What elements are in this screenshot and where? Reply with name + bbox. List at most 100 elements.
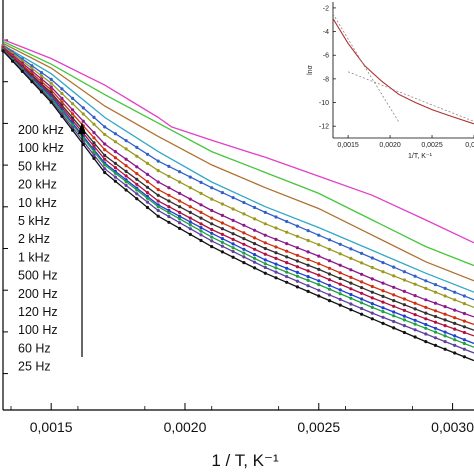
data-point [103, 142, 107, 146]
data-point [167, 193, 171, 197]
data-point [370, 317, 374, 321]
data-point [103, 132, 107, 137]
data-point [20, 69, 24, 73]
data-point [349, 287, 353, 291]
data-point [433, 309, 438, 313]
data-point [462, 319, 466, 323]
data-point [156, 214, 160, 218]
data-point [113, 179, 117, 183]
data-point [453, 351, 457, 355]
data-point [124, 147, 128, 151]
data-point [178, 170, 182, 174]
data-point [413, 335, 417, 339]
data-point [178, 180, 182, 184]
data-point [274, 226, 278, 230]
data-point [242, 200, 246, 205]
data-point [306, 229, 310, 233]
data-point [392, 310, 396, 314]
data-point [231, 226, 235, 230]
data-point [306, 275, 310, 279]
data-point [433, 301, 438, 305]
data-point [231, 232, 235, 236]
data-point [188, 205, 192, 209]
data-point [327, 247, 332, 251]
data-point [306, 257, 310, 262]
data-point [349, 247, 353, 251]
data-point [167, 208, 171, 213]
data-point [135, 197, 139, 201]
data-point [443, 347, 447, 351]
series-line [2, 50, 474, 362]
data-point [188, 227, 192, 231]
legend-entry: 50 kHz [18, 159, 57, 173]
data-point [231, 237, 235, 241]
data-point [402, 278, 406, 282]
data-point [327, 283, 332, 287]
data-point [338, 252, 342, 256]
data-point [231, 196, 235, 200]
data-point [145, 191, 150, 195]
data-point [145, 180, 150, 184]
data-point [317, 233, 321, 237]
data-point [349, 281, 353, 285]
legend-entry: 25 Hz [18, 360, 51, 374]
data-point [424, 317, 428, 321]
data-point [306, 289, 310, 293]
data-point [274, 270, 278, 274]
data-point [60, 100, 64, 104]
data-point [338, 288, 342, 292]
data-point [156, 199, 160, 203]
data-point [443, 305, 447, 309]
data-point [274, 276, 278, 280]
data-point [253, 247, 257, 251]
inset-y-axis-ticks: -2 -4 -6 -8 -10 -12 [319, 5, 336, 131]
data-point [360, 306, 364, 311]
data-point [295, 274, 299, 278]
data-point [60, 96, 64, 100]
x-tick-label: 0,0015 [30, 419, 73, 435]
data-point [124, 174, 128, 178]
data-point [317, 267, 321, 271]
data-point [381, 261, 385, 265]
data-point [413, 318, 417, 322]
data-point [443, 330, 447, 334]
inset-x-tick-label: 0,0025 [421, 142, 443, 149]
data-point [306, 269, 310, 273]
data-point [424, 332, 428, 336]
legend-entry: 5 kHz [18, 214, 50, 228]
data-point [317, 283, 321, 287]
data-point [81, 112, 85, 116]
data-point [49, 81, 53, 85]
data-point [188, 197, 192, 201]
data-point [381, 315, 385, 319]
data-point [124, 188, 128, 192]
data-point [220, 244, 224, 248]
data-point [285, 266, 289, 270]
data-point [113, 150, 117, 154]
data-point [433, 320, 438, 324]
legend-entry: 120 Hz [18, 305, 58, 319]
data-point [338, 276, 342, 281]
data-point [253, 236, 257, 240]
data-point [145, 185, 150, 189]
data-point [413, 322, 417, 326]
data-point [220, 202, 224, 206]
data-point [306, 263, 310, 267]
data-point [453, 316, 457, 320]
data-point [188, 216, 192, 220]
data-point [392, 319, 396, 324]
inset-x-tick-label: 0,003 [465, 142, 474, 149]
data-point [306, 284, 310, 288]
data-point [210, 186, 214, 190]
inset-y-axis-label: lnσ [307, 64, 314, 74]
data-point [274, 215, 278, 219]
x-tick-label: 0,0030 [431, 419, 474, 435]
data-point [231, 255, 235, 259]
data-point [231, 218, 235, 222]
data-point [295, 234, 299, 238]
data-point [71, 112, 75, 116]
data-point [60, 91, 64, 96]
data-point [188, 223, 192, 227]
data-point [103, 163, 107, 167]
data-point [349, 296, 353, 300]
